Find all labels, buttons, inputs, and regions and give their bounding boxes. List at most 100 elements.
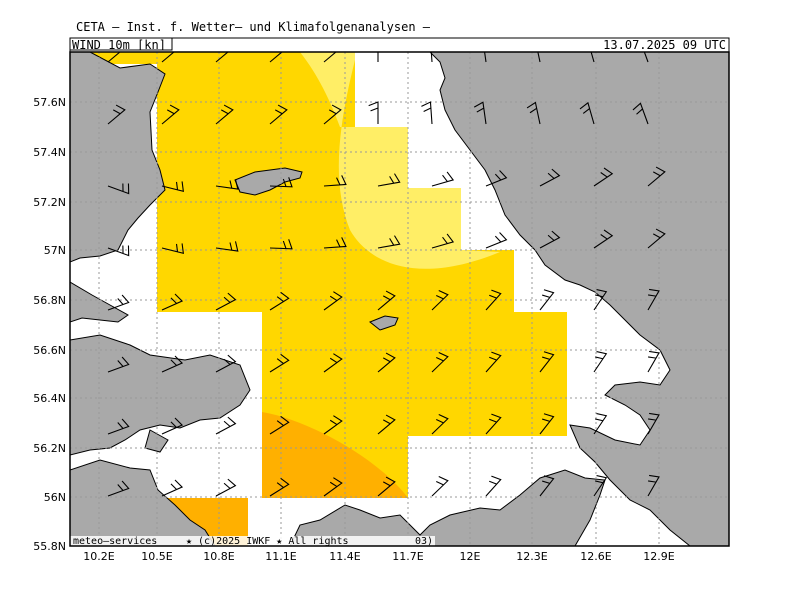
wind-barb bbox=[368, 101, 379, 124]
wind-barb bbox=[107, 245, 130, 257]
wind-barb bbox=[269, 239, 293, 250]
latitude-labels: 57.6N 57.4N 57.2N 57N 56.8N 56.6N 56.4N 56.2N 56… bbox=[33, 96, 66, 553]
wind-barb bbox=[485, 475, 502, 497]
wind-barb bbox=[632, 102, 649, 125]
longitude-labels: 10.2E 10.5E 10.8E 11.1E 11.4E 11.7E 12E 12.3E 12… bbox=[83, 550, 674, 563]
wind-barb bbox=[269, 353, 290, 373]
wind-barb bbox=[485, 289, 502, 311]
lat-label: 57.6N bbox=[33, 96, 66, 109]
lon-label: 12.3E bbox=[516, 550, 547, 563]
land-anholt bbox=[369, 315, 399, 331]
wind-barb bbox=[539, 168, 561, 187]
footer-strip bbox=[70, 536, 435, 546]
land-jutland-north bbox=[70, 52, 166, 263]
wind-barb bbox=[161, 293, 184, 311]
wind-barb bbox=[377, 414, 396, 435]
wind-barb bbox=[593, 413, 608, 435]
wind-barb bbox=[377, 173, 401, 187]
lat-label: 55.8N bbox=[33, 540, 66, 553]
wind-barb bbox=[539, 413, 555, 435]
wind-barb bbox=[539, 230, 561, 249]
lat-label: 56.4N bbox=[33, 392, 66, 405]
lat-label: 56.8N bbox=[33, 294, 66, 307]
wind-barb bbox=[269, 415, 290, 435]
wind-barb bbox=[215, 179, 239, 190]
wind-barb bbox=[377, 235, 401, 249]
wind-barb bbox=[431, 233, 455, 249]
lon-label: 10.2E bbox=[83, 550, 114, 563]
wind-barb bbox=[323, 353, 343, 373]
wind-barb bbox=[473, 101, 487, 125]
wind-barb bbox=[579, 101, 595, 125]
land-samso bbox=[144, 429, 169, 453]
wind-barb bbox=[107, 356, 130, 373]
wind-barb bbox=[539, 289, 555, 311]
lon-label: 12.9E bbox=[643, 550, 674, 563]
footer-code: 03) bbox=[415, 536, 433, 547]
wind-barb bbox=[269, 477, 290, 497]
wind-barb bbox=[537, 52, 541, 63]
wind-barb bbox=[377, 290, 396, 311]
wind-barb bbox=[215, 52, 229, 63]
lat-label: 56N bbox=[44, 491, 66, 504]
wind-barb bbox=[269, 52, 283, 63]
wind-barb bbox=[431, 476, 449, 497]
lon-label: 12.6E bbox=[580, 550, 611, 563]
lat-label: 57.4N bbox=[33, 146, 66, 159]
lon-label: 10.5E bbox=[141, 550, 172, 563]
wind-barb bbox=[323, 291, 343, 311]
wind-barb bbox=[484, 52, 487, 63]
footer-source: meteo—services bbox=[73, 536, 157, 547]
wind-barb bbox=[215, 478, 237, 497]
wind-barb bbox=[431, 290, 449, 311]
wind-barb bbox=[161, 355, 184, 373]
wind-barb bbox=[421, 101, 433, 125]
wind-barb bbox=[593, 475, 608, 497]
valid-datetime: 13.07.2025 09 UTC bbox=[603, 38, 726, 52]
wind-barb bbox=[593, 229, 614, 249]
wind-barb bbox=[485, 232, 508, 249]
wind-barb bbox=[161, 52, 175, 63]
header-frame bbox=[69, 37, 730, 53]
wind-barb bbox=[269, 104, 288, 125]
wind-barb bbox=[215, 104, 234, 125]
wind-barb bbox=[647, 474, 660, 497]
wind-barb bbox=[269, 291, 290, 311]
lon-label: 10.8E bbox=[203, 550, 234, 563]
wind-barb bbox=[539, 351, 555, 373]
lat-label: 57N bbox=[44, 244, 66, 257]
lon-label: 12E bbox=[460, 550, 481, 563]
wind-barb bbox=[593, 289, 608, 311]
wind-barb bbox=[323, 52, 337, 63]
wind-barb bbox=[161, 243, 184, 255]
wind-barb bbox=[215, 292, 237, 311]
wind-barb bbox=[647, 166, 666, 187]
wind-barb bbox=[107, 294, 130, 311]
wind-barb bbox=[539, 475, 555, 497]
wind-barb bbox=[647, 350, 660, 373]
lat-label: 56.6N bbox=[33, 344, 66, 357]
lon-label: 11.7E bbox=[392, 550, 423, 563]
land-laeso bbox=[234, 167, 303, 196]
wind-barb bbox=[377, 352, 396, 373]
wind-barb bbox=[526, 101, 541, 125]
wind-barb bbox=[647, 288, 660, 311]
wind-barb bbox=[323, 237, 347, 249]
wind-barbs bbox=[107, 52, 666, 497]
wind-barb bbox=[161, 104, 180, 125]
map-title: CETA — Inst. f. Wetter— und Klimafolgena… bbox=[76, 20, 431, 34]
wind-barb bbox=[593, 167, 614, 187]
wind-barb bbox=[323, 175, 347, 187]
wind-barb bbox=[485, 351, 502, 373]
lon-label: 11.4E bbox=[329, 550, 360, 563]
wind-barb bbox=[377, 476, 396, 497]
wind-barb bbox=[107, 183, 130, 195]
wind-barb bbox=[590, 52, 595, 63]
wind-barb bbox=[485, 413, 502, 435]
wind-barb bbox=[323, 104, 342, 125]
wind-barb bbox=[107, 480, 130, 497]
wind-barb bbox=[636, 52, 649, 63]
land-zealand bbox=[289, 469, 606, 546]
wind-barb bbox=[215, 354, 237, 373]
lat-label: 56.2N bbox=[33, 442, 66, 455]
